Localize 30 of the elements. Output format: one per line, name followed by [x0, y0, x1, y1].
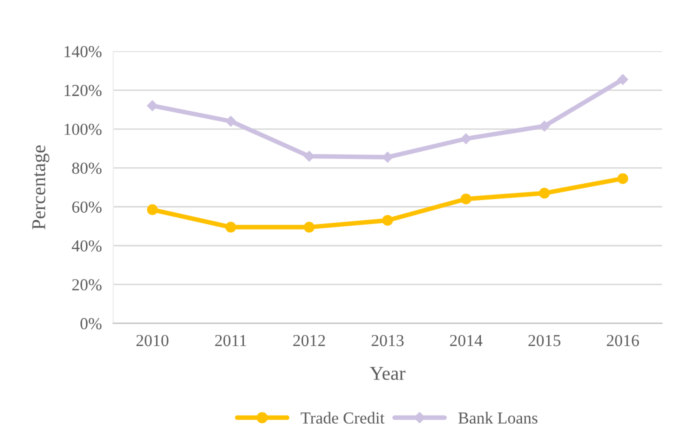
point [225, 116, 236, 127]
y-axis-title: Percentage [32, 145, 50, 230]
y-tick-label: 0% [80, 318, 102, 330]
x-tick-label: 2015 [528, 334, 560, 346]
legend-label: Bank Loans [458, 412, 538, 424]
point [225, 222, 236, 233]
point [617, 74, 628, 85]
point [460, 194, 472, 204]
legend-label: Trade Credit [300, 412, 385, 424]
x-tick-label: 2012 [293, 334, 325, 346]
y-tick-label: 80% [72, 162, 102, 174]
x-tick-label: 2013 [372, 334, 404, 346]
x-tick-label: 2016 [606, 334, 639, 346]
point [539, 188, 550, 199]
point [617, 173, 628, 184]
y-tick-label: 140% [64, 46, 102, 58]
point [382, 214, 393, 226]
x-tick-label: 2014 [450, 334, 482, 346]
y-tick-label: 120% [64, 84, 102, 96]
y-tick-label: 20% [72, 279, 102, 290]
y-tick-label: 40% [72, 240, 102, 252]
y-tick-label: 100% [64, 124, 102, 136]
point [304, 222, 315, 233]
x-axis-title: Year [370, 367, 406, 380]
x-tick-label: 2011 [215, 334, 246, 346]
y-tick-label: 60% [72, 201, 102, 213]
point [146, 100, 158, 112]
point [147, 204, 158, 216]
x-tick-label: 2010 [136, 334, 168, 346]
point [460, 133, 472, 144]
